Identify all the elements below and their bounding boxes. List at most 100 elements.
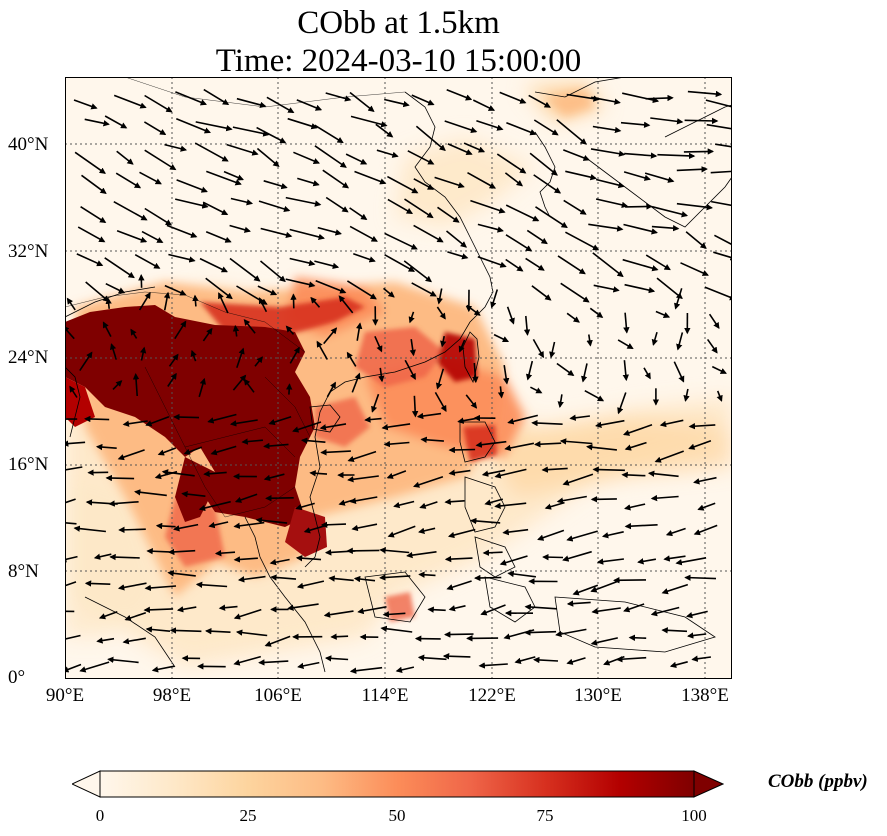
wind-arrow — [505, 258, 524, 272]
wind-arrow — [349, 225, 378, 242]
wind-arrow — [232, 374, 247, 391]
wind-arrow — [586, 334, 593, 347]
wind-arrow — [434, 176, 465, 189]
wind-arrow — [624, 441, 647, 451]
wind-arrow — [202, 201, 229, 216]
wind-arrow — [589, 307, 604, 318]
wind-arrow — [556, 362, 575, 377]
y-tick-label: 40°N — [8, 134, 49, 155]
wind-arrow — [685, 610, 708, 619]
wind-arrow — [624, 283, 656, 294]
wind-arrow — [436, 288, 443, 305]
wind-vectors — [65, 88, 732, 674]
wind-arrow — [175, 118, 211, 134]
wind-arrow — [161, 469, 195, 477]
wind-arrow — [659, 419, 684, 428]
wind-arrow — [169, 627, 202, 634]
wind-arrow — [347, 475, 379, 483]
wind-arrow — [560, 282, 590, 303]
wind-arrow — [80, 206, 107, 223]
x-tick-label: 138°E — [681, 685, 729, 706]
wind-arrow — [524, 603, 558, 611]
wind-arrow — [411, 94, 435, 106]
wind-arrow — [595, 198, 629, 208]
wind-arrow — [270, 574, 297, 581]
wind-arrow — [595, 178, 625, 189]
wind-arrow — [236, 347, 245, 369]
wind-arrow — [475, 440, 507, 448]
wind-arrow — [241, 438, 263, 445]
wind-arrow — [232, 126, 270, 137]
wind-arrow — [507, 570, 537, 578]
wind-arrow — [617, 339, 634, 350]
wind-arrow — [76, 253, 104, 267]
wind-arrow — [205, 627, 231, 635]
wind-arrow — [256, 126, 287, 144]
wind-arrow — [349, 91, 375, 112]
wind-arrow — [650, 117, 684, 125]
wind-arrow — [375, 123, 394, 138]
wind-arrow — [534, 440, 562, 448]
wind-arrow — [176, 606, 197, 613]
wind-arrow — [472, 99, 496, 111]
wind-arrow — [683, 388, 690, 402]
colorbar-gradient — [99, 770, 695, 798]
wind-arrow — [590, 96, 621, 105]
wind-arrow — [382, 611, 406, 618]
wind-arrow — [164, 143, 188, 152]
wind-arrow — [166, 224, 198, 238]
wind-arrow — [526, 229, 548, 245]
wind-arrow — [144, 149, 177, 171]
wind-arrow — [257, 285, 278, 296]
wind-arrow — [566, 657, 586, 665]
wind-arrow — [146, 548, 170, 555]
wind-arrow — [562, 473, 594, 486]
wind-arrow — [232, 324, 240, 337]
wind-arrow — [206, 170, 242, 186]
wind-arrow — [650, 494, 679, 502]
wind-arrow — [477, 255, 507, 268]
wind-arrow — [66, 297, 76, 311]
wind-arrow — [650, 606, 680, 617]
wind-arrow — [403, 260, 433, 283]
wind-arrow — [623, 223, 658, 235]
wind-arrow — [144, 584, 177, 592]
wind-arrow — [349, 207, 368, 221]
wind-arrow — [134, 254, 161, 269]
colorbar-extend-max — [693, 770, 724, 798]
wind-arrow — [237, 575, 266, 583]
wind-arrow — [417, 654, 447, 661]
wind-arrow — [467, 172, 497, 189]
wind-arrow — [557, 394, 564, 408]
wind-arrow — [444, 631, 474, 638]
wind-arrow — [493, 333, 510, 343]
wind-arrow — [533, 656, 559, 664]
wind-arrow — [319, 423, 347, 431]
wind-arrow — [300, 437, 326, 444]
wind-arrow — [384, 232, 418, 250]
wind-arrow — [96, 637, 115, 644]
wind-arrow — [198, 377, 206, 398]
wind-arrow — [596, 558, 624, 565]
colorbar-tick-label: 75 — [536, 806, 554, 825]
wind-arrow — [556, 119, 587, 145]
wind-arrow — [412, 476, 444, 488]
wind-arrow — [109, 343, 118, 360]
wind-arrow — [562, 550, 592, 562]
wind-arrow — [285, 278, 316, 288]
wind-arrow — [624, 522, 658, 530]
wind-arrow — [233, 556, 258, 563]
wind-arrow — [549, 341, 556, 359]
wind-arrow — [258, 200, 291, 213]
wind-arrow — [263, 180, 288, 190]
map-panel — [65, 77, 732, 679]
wind-arrow — [393, 500, 415, 509]
wind-arrow — [353, 575, 376, 583]
wind-arrow — [130, 328, 138, 339]
wind-arrow — [223, 170, 244, 181]
wind-arrow — [79, 351, 93, 372]
wind-arrow — [84, 415, 110, 423]
wind-arrow — [684, 117, 719, 125]
wind-arrow — [315, 279, 347, 294]
wind-arrow — [525, 257, 545, 271]
